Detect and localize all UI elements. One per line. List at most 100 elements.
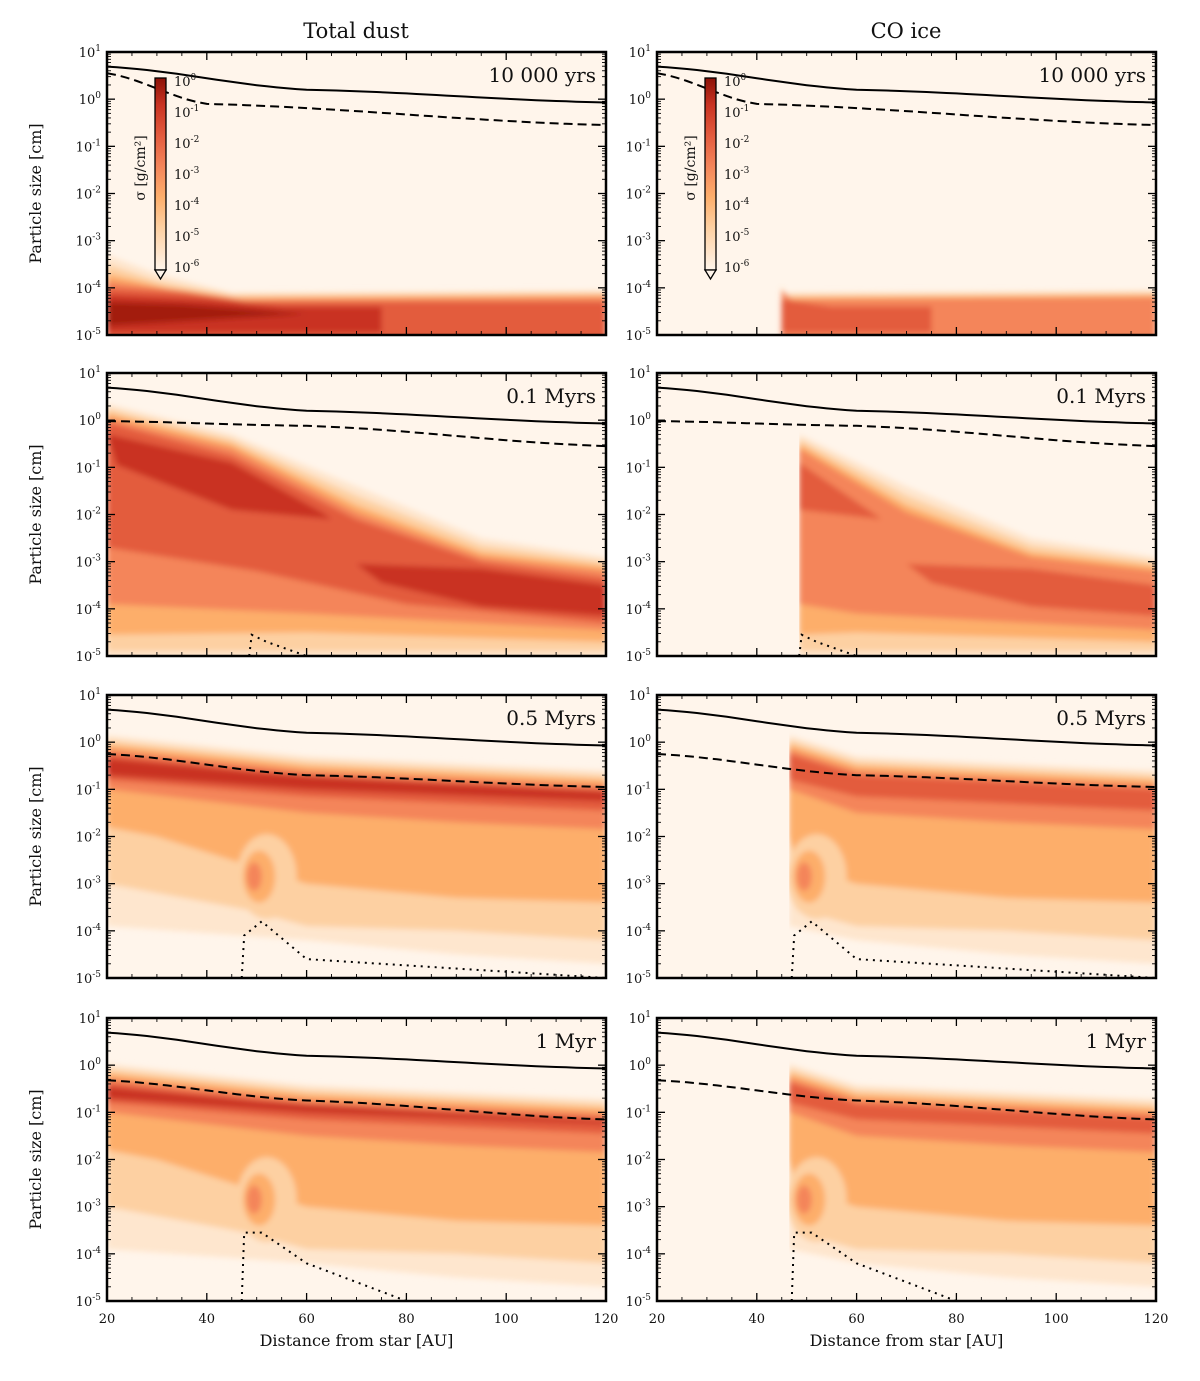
y-tick-label-base: 10 [76,509,93,524]
y-tick-label: 100 [629,91,652,108]
y-tick-label-exp: -3 [642,233,651,243]
dotted-size-line [240,920,606,978]
column-title-co-ice: CO ice [871,19,942,43]
y-tick-label: 10-4 [76,280,102,297]
y-tick-label-exp: -2 [642,1152,651,1162]
y-tick-label-exp: -4 [92,601,101,611]
y-tick-label: 10-3 [76,554,102,571]
colorbar-tick-label-exp: -6 [191,259,200,269]
colorbar-label: σ [g/cm²] [133,135,149,200]
y-tick-label-base: 10 [626,603,643,618]
y-tick-label: 101 [629,44,651,61]
y-tick-label-base: 10 [626,1154,643,1169]
y-tick-label: 101 [629,1010,651,1027]
y-tick-label-exp: -5 [642,648,651,658]
y-tick-label-base: 10 [629,1059,646,1074]
y-tick-label-base: 10 [626,509,643,524]
colorbar-tick-label: 10-5 [724,228,750,245]
y-tick-label: 101 [79,1010,101,1027]
y-tick-label-base: 10 [76,461,93,476]
y-tick-label: 100 [79,412,102,429]
y-tick-label: 10-3 [76,876,102,893]
y-tick-label-exp: -3 [642,1199,651,1209]
y-tick-label: 101 [79,44,101,61]
density-level-6 [107,1087,606,1125]
y-tick-label-base: 10 [76,603,93,618]
y-tick-label: 10-3 [76,233,102,250]
y-tick-label: 10-5 [626,1293,652,1310]
density-field [799,403,1156,656]
y-tick-label-exp: -2 [642,186,651,196]
density-blob-core [796,1185,812,1214]
y-tick-label-exp: -5 [92,648,101,658]
colorbar-tick-label-base: 10 [174,168,191,183]
y-tick-label: 100 [629,734,652,751]
y-tick-label-base: 10 [626,1201,643,1216]
y-tick-label-base: 10 [626,972,643,987]
y-tick-label: 10-5 [76,1293,102,1310]
y-tick-label: 10-5 [76,327,102,344]
x-axis-label: Distance from star [AU] [260,1331,454,1350]
colorbar-tick-label-exp: -4 [741,197,750,207]
y-tick-label-exp: 0 [95,734,101,744]
y-tick-label-base: 10 [626,461,643,476]
y-tick-label: 10-1 [626,138,651,155]
y-tick-label-base: 10 [76,282,93,297]
y-tick-label-exp: 0 [95,412,101,422]
x-tick-label: 40 [749,1312,766,1327]
y-tick-label-exp: 1 [645,365,651,375]
colorbar-tick-label: 10-6 [174,259,200,276]
colorbar-tick-label: 10-4 [174,197,200,214]
y-tick-label-base: 10 [629,736,646,751]
drift-limit-line [657,72,1156,127]
density-field [107,1063,606,1287]
dotted-size-line [248,633,307,656]
colorbar-tick-label-exp: -5 [191,228,200,238]
y-tick-label-exp: -4 [642,601,651,611]
y-tick-label-exp: -4 [92,923,101,933]
colorbar-tick-label-exp: -1 [191,104,200,114]
density-blob-core [246,862,262,891]
density-level-7 [906,564,1156,616]
colorbar-tick-label: 10-2 [174,135,199,152]
colorbar-tick-label-base: 10 [174,261,191,276]
y-tick-label-base: 10 [79,736,96,751]
y-tick-label: 10-2 [76,1152,101,1169]
time-label: 1 Myr [536,1029,597,1053]
y-tick-label-exp: 1 [95,44,101,54]
x-tick-label: 100 [494,1312,519,1327]
y-tick-label: 10-4 [76,923,102,940]
y-tick-label-exp: -5 [92,327,101,337]
y-tick-label-exp: 1 [95,1010,101,1020]
y-tick-label-exp: -1 [92,1104,101,1114]
colorbar-tick-label: 10-1 [174,104,199,121]
y-tick-label-exp: -1 [92,138,101,148]
y-tick-label: 10-2 [76,186,101,203]
y-tick-label-base: 10 [76,1248,93,1263]
y-tick-label-exp: -5 [642,1293,651,1303]
dotted-size-line [790,920,1156,978]
y-tick-label-base: 10 [76,831,93,846]
density-blob-core [246,1185,262,1214]
y-tick-label-exp: -2 [92,186,101,196]
y-tick-label-base: 10 [76,556,93,571]
y-tick-label-base: 10 [626,783,643,798]
density-level-5 [799,422,1156,623]
y-tick-label: 10-1 [76,459,101,476]
y-tick-label-base: 10 [626,925,643,940]
y-tick-label-base: 10 [76,878,93,893]
time-label: 10 000 yrs [489,63,596,87]
colorbar-extend-arrow [153,269,168,281]
y-tick-label: 10-5 [76,648,102,665]
y-tick-label: 10-1 [626,459,651,476]
y-tick-label-base: 10 [79,46,96,61]
y-tick-label-base: 10 [626,556,643,571]
co-ice-free-region [657,373,800,656]
y-axis-label: Particle size [cm] [26,444,45,584]
colorbar-tick-label-exp: -3 [741,166,750,176]
y-tick-label-base: 10 [626,188,643,203]
